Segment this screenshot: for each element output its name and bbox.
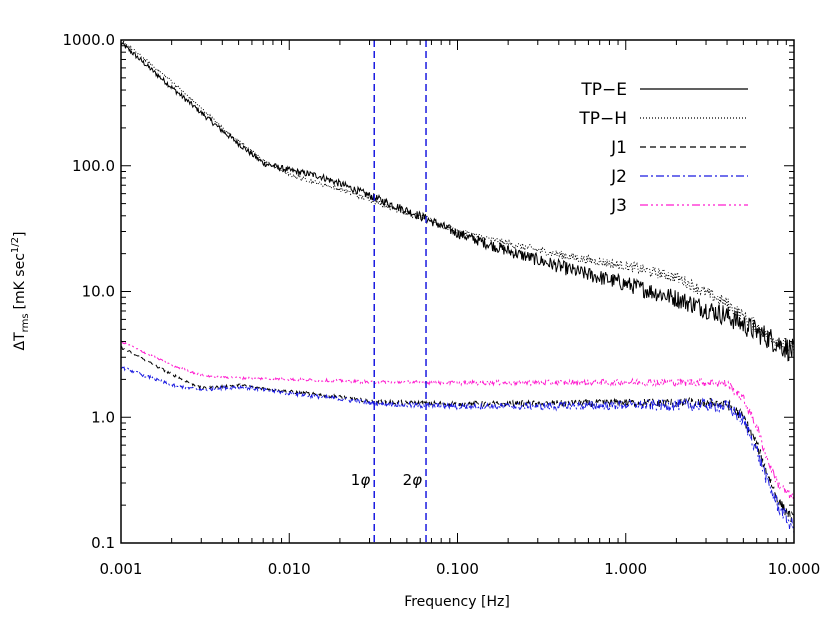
legend-label-5: J3 xyxy=(610,196,627,216)
plot-frame xyxy=(120,39,795,544)
vline-label-1: 1φ xyxy=(351,471,371,489)
vline-label-2: 2φ xyxy=(403,471,423,489)
series-line-3 xyxy=(120,345,795,523)
y-axis-title-symbol: ΔT xyxy=(12,332,28,351)
y-axis-title-units: [mK sec xyxy=(12,253,28,309)
legend-label-3: J1 xyxy=(610,138,627,158)
legend: TP−E TP−H J1 J2 J3 xyxy=(578,80,748,216)
y-tick-label: 1.0 xyxy=(91,408,115,426)
y-tick-label: 100.0 xyxy=(72,157,115,175)
series-line-4 xyxy=(120,366,795,534)
vline-label-number: 1 xyxy=(351,471,361,489)
series-line-5 xyxy=(120,340,795,505)
axes: 0.001 0.010 0.100 1.000 10.000 0.1 1.0 10.0 100.… xyxy=(63,31,821,578)
vline-label-symbol: φ xyxy=(360,471,370,489)
y-axis-title-sub: rms xyxy=(20,313,31,332)
x-tick-label: 0.010 xyxy=(268,560,311,578)
series-line-1 xyxy=(120,41,795,362)
y-tick-label: 1000.0 xyxy=(63,31,116,49)
x-tick-label: 10.000 xyxy=(768,560,821,578)
x-tick-label: 0.100 xyxy=(436,560,479,578)
y-tick-label: 10.0 xyxy=(82,283,115,301)
y-tick-label: 0.1 xyxy=(91,534,115,552)
plot-content: 1φ 2φ xyxy=(120,39,795,543)
y-axis-title-sup: 1/2 xyxy=(10,237,21,253)
x-tick-label: 1.000 xyxy=(604,560,647,578)
legend-label-1: TP−E xyxy=(580,80,627,100)
legend-label-4: J2 xyxy=(610,167,627,187)
legend-label-2: TP−H xyxy=(578,109,627,129)
vline-label-symbol: φ xyxy=(412,471,422,489)
vline-label-number: 2 xyxy=(403,471,413,489)
x-axis-title: Frequency [Hz] xyxy=(404,594,510,610)
y-axis-title: ΔTrms [mK sec1/2] xyxy=(10,232,31,351)
x-tick-label: 0.001 xyxy=(100,560,143,578)
y-axis-title-close: ] xyxy=(12,232,28,237)
